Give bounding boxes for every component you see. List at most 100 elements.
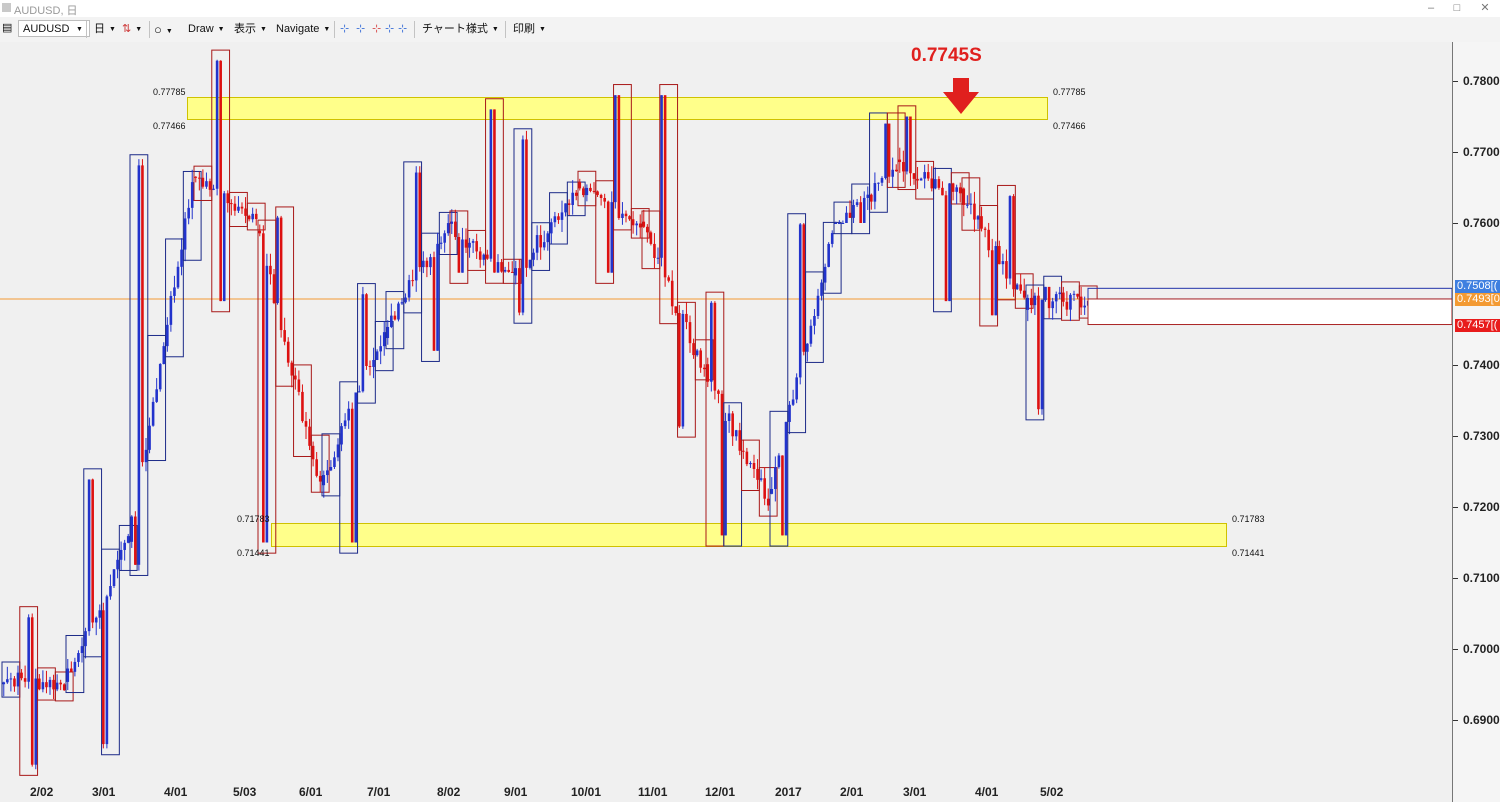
maximize-button[interactable]: □ xyxy=(1453,2,1461,14)
crosshair-tool-3-icon[interactable]: ⊹ xyxy=(372,23,382,35)
zone-bottom-lower-label-right: 0.71441 xyxy=(1232,548,1265,558)
candle-type-icon[interactable]: ⇅ ▼ xyxy=(122,23,143,35)
candle-body xyxy=(731,413,734,437)
candle-body xyxy=(873,183,877,202)
candle-body xyxy=(734,430,738,437)
candle-body xyxy=(443,233,446,243)
candle-body xyxy=(638,223,642,228)
candle-body xyxy=(372,360,375,367)
candle-body xyxy=(919,178,923,181)
candle-body xyxy=(20,672,23,679)
weekly-range-box xyxy=(833,201,853,235)
candle-body xyxy=(955,187,958,192)
crosshair-tool-5-icon[interactable]: ⊹ xyxy=(398,23,408,35)
candle-body xyxy=(663,95,667,278)
candle-body xyxy=(354,392,358,543)
candle-body xyxy=(798,224,802,378)
crosshair-tool-4-icon[interactable]: ⊹ xyxy=(385,23,395,35)
candle-body xyxy=(258,230,262,234)
zone-bottom-lower-label-left: 0.71441 xyxy=(237,548,270,558)
candle-body xyxy=(813,315,816,326)
price-label: 0.7800[0 xyxy=(1463,74,1500,88)
candle-body xyxy=(1033,295,1037,306)
candle-body xyxy=(902,162,905,172)
candle-body xyxy=(503,269,507,272)
candle-body xyxy=(247,215,251,220)
price-tick xyxy=(1453,81,1458,82)
candle-body xyxy=(27,617,30,682)
symbol-select[interactable]: AUDUSD xyxy=(18,20,90,37)
candle-body xyxy=(578,181,582,189)
close-button[interactable]: ✕ xyxy=(1480,2,1490,14)
candle-body xyxy=(823,266,827,283)
timeframe-menu[interactable]: 日 ▼ xyxy=(94,23,116,35)
candle-body xyxy=(418,172,422,268)
candle-body xyxy=(301,391,304,422)
candle-body xyxy=(244,208,247,216)
candle-body xyxy=(6,679,9,683)
candle-body xyxy=(987,229,990,251)
view-menu[interactable]: 表示 ▼ xyxy=(234,23,267,35)
price-axis[interactable] xyxy=(1453,42,1500,802)
candle-body xyxy=(198,177,201,179)
candle-body xyxy=(66,668,70,682)
candle-body xyxy=(795,377,798,400)
candle-body xyxy=(621,213,624,219)
candle-body xyxy=(436,243,439,351)
price-label: 0.7000[0 xyxy=(1463,642,1500,656)
weekly-range-box xyxy=(822,221,842,294)
weekly-range-box xyxy=(566,181,586,217)
crosshair-tool-1-icon[interactable]: ⊹ xyxy=(340,23,350,35)
navigate-menu[interactable]: Navigate ▼ xyxy=(276,23,331,35)
candle-body xyxy=(226,193,230,204)
draw-menu[interactable]: Draw ▼ xyxy=(188,23,225,35)
candle-body xyxy=(215,60,219,189)
candle-body xyxy=(884,123,887,179)
candle-body xyxy=(635,223,638,226)
weekly-range-box xyxy=(310,434,330,493)
candle-body xyxy=(571,192,574,205)
circle-tool-icon[interactable]: ○ ▼ xyxy=(154,22,173,37)
crosshair-tool-2-icon[interactable]: ⊹ xyxy=(356,23,366,35)
candle-body xyxy=(365,294,368,366)
candle-body xyxy=(763,478,766,499)
symbol-dropdown-icon[interactable]: ▼ xyxy=(76,26,83,33)
candle-body xyxy=(976,216,980,220)
candle-body xyxy=(87,479,91,632)
candle-body xyxy=(23,678,27,682)
candle-body xyxy=(912,173,916,179)
navigate-label: Navigate xyxy=(276,23,320,35)
candle-body xyxy=(251,213,254,220)
support-zone[interactable] xyxy=(271,523,1227,547)
candle-body xyxy=(212,188,215,190)
zone-top-upper-label-right: 0.77785 xyxy=(1053,87,1086,97)
weekly-range-box xyxy=(961,177,981,231)
candle-body xyxy=(468,242,471,248)
date-label: 6/01 xyxy=(299,785,323,799)
candle-body xyxy=(557,216,560,220)
candle-body xyxy=(439,242,443,244)
candle-body xyxy=(297,379,301,392)
candle-body xyxy=(862,197,866,223)
minimize-button[interactable]: – xyxy=(1427,2,1435,14)
candlestick-series xyxy=(0,49,1452,776)
chart-style-menu[interactable]: チャート様式 ▼ xyxy=(422,23,499,35)
candle-body xyxy=(1051,301,1054,309)
candle-body xyxy=(134,516,137,565)
weekly-range-box xyxy=(293,364,312,457)
resistance-zone[interactable] xyxy=(187,97,1048,120)
candle-body xyxy=(1044,286,1047,301)
candle-body xyxy=(614,95,617,203)
candle-body xyxy=(852,205,855,218)
price-tick xyxy=(1453,649,1458,650)
candle-body xyxy=(446,223,450,234)
candle-body xyxy=(923,172,926,179)
print-menu[interactable]: 印刷 ▼ xyxy=(513,23,546,35)
candle-body xyxy=(1019,284,1022,291)
candle-body xyxy=(966,204,969,206)
candle-body xyxy=(169,295,173,325)
candle-body xyxy=(30,617,34,765)
weekly-range-box xyxy=(211,49,231,313)
candle-body xyxy=(802,224,806,352)
candle-body xyxy=(681,313,685,427)
